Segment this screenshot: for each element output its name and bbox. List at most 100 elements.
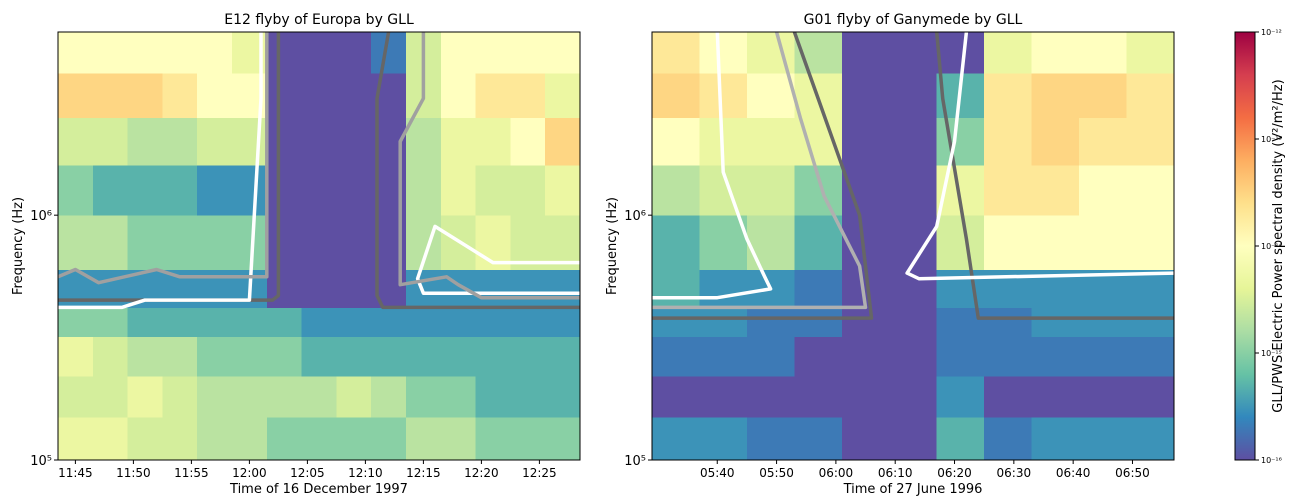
heatmap-cell: [162, 215, 198, 270]
heatmap-cell: [440, 165, 477, 216]
heatmap-cell: [266, 73, 303, 119]
heatmap-cell: [301, 73, 337, 119]
heatmap-cell: [746, 336, 795, 377]
heatmap-cell: [699, 269, 748, 308]
heatmap-cell: [475, 307, 511, 337]
x-tick-label: 06:40: [1056, 466, 1091, 480]
plot-area: [652, 32, 1174, 460]
heatmap-cell: [1079, 73, 1128, 119]
heatmap-cell: [266, 269, 303, 308]
heatmap-cell: [92, 32, 129, 74]
contour-line: [652, 32, 773, 300]
heatmap-cell: [699, 215, 748, 270]
heatmap-cell: [652, 269, 700, 308]
heatmap-cell: [92, 215, 129, 270]
heatmap-cell: [699, 416, 748, 460]
heatmap-cell: [889, 376, 938, 418]
heatmap-cell: [1126, 215, 1174, 270]
heatmap-cell: [545, 269, 580, 308]
heatmap-cell: [1031, 416, 1080, 460]
heatmap-cell: [510, 165, 546, 216]
heatmap-cell: [510, 117, 546, 166]
heatmap-cell: [127, 73, 163, 119]
heatmap-cell: [336, 73, 372, 119]
heatmap-cell: [336, 336, 372, 377]
colorbar: [1234, 31, 1256, 461]
heatmap-cell: [301, 269, 337, 308]
heatmap-cell: [746, 73, 795, 119]
heatmap-cell: [1126, 307, 1174, 337]
heatmap-cell: [197, 307, 233, 337]
heatmap-cell: [1126, 336, 1174, 377]
heatmap-cell: [301, 376, 337, 418]
heatmap-cell: [301, 215, 337, 270]
x-tick-label: 12:25: [522, 466, 557, 480]
heatmap-cell: [545, 376, 580, 418]
heatmap-cell: [266, 376, 303, 418]
heatmap-cell: [197, 336, 233, 377]
heatmap-cell: [1079, 32, 1128, 74]
heatmap-cell: [841, 73, 890, 119]
heatmap-cell: [266, 32, 303, 74]
heatmap-cell: [545, 165, 580, 216]
heatmap-cell: [1126, 32, 1174, 74]
heatmap-cell: [58, 73, 94, 119]
heatmap-cell: [92, 165, 129, 216]
y-tick-label: 10⁶: [30, 209, 52, 224]
heatmap-cell: [266, 215, 303, 270]
x-tick-label: 06:10: [878, 466, 913, 480]
contour-line: [58, 32, 263, 310]
heatmap-cell: [127, 307, 163, 337]
heatmap-cell: [301, 307, 337, 337]
heatmap-cell: [699, 32, 748, 74]
heatmap-cell: [162, 73, 198, 119]
x-axis-label: Time of 27 June 1996: [843, 482, 983, 497]
heatmap-cell: [841, 336, 890, 377]
heatmap-cell: [127, 117, 163, 166]
heatmap-cell: [232, 215, 268, 270]
heatmap-cell: [510, 269, 546, 308]
heatmap-cell: [889, 117, 938, 166]
heatmap-cell: [266, 165, 303, 216]
heatmap-cell: [162, 117, 198, 166]
heatmap-cell: [1126, 416, 1174, 460]
heatmap-cell: [58, 307, 94, 337]
heatmap-cell: [652, 376, 700, 418]
heatmap-cell: [301, 165, 337, 216]
x-axis-label: Time of 16 December 1997: [229, 482, 408, 497]
contour-line: [398, 32, 580, 300]
axes-frame: [651, 31, 1175, 461]
heatmap-cell: [127, 165, 163, 216]
heatmap-cell: [371, 307, 407, 337]
heatmap-cell: [440, 376, 477, 418]
heatmap-cell: [1031, 336, 1080, 377]
heatmap-cell: [440, 307, 477, 337]
heatmap-cell: [936, 32, 985, 74]
x-tick-label: 05:40: [700, 466, 735, 480]
heatmap-cell: [1079, 117, 1128, 166]
heatmap-cell: [371, 376, 407, 418]
heatmap-cell: [699, 336, 748, 377]
heatmap-cell: [699, 376, 748, 418]
heatmap-cell: [984, 165, 1033, 216]
heatmap-cell: [58, 416, 94, 460]
heatmap-cell: [510, 307, 546, 337]
heatmap-cell: [92, 73, 129, 119]
x-tick-label: 12:20: [464, 466, 499, 480]
heatmap-cell: [936, 336, 985, 377]
heatmap-cell: [1079, 215, 1128, 270]
heatmap-cell: [1031, 307, 1080, 337]
heatmap-cell: [510, 73, 546, 119]
heatmap-cell: [266, 416, 303, 460]
heatmap-cell: [58, 117, 94, 166]
heatmap-cell: [984, 215, 1033, 270]
heatmap-cell: [889, 73, 938, 119]
heatmap-cell: [475, 73, 511, 119]
colorbar-tick-label: 10⁻¹⁵: [1261, 349, 1282, 358]
heatmap-cell: [1126, 165, 1174, 216]
heatmap-cell: [936, 117, 985, 166]
x-tick-label: 12:05: [290, 466, 325, 480]
heatmap-cell: [699, 73, 748, 119]
chart-title: G01 flyby of Ganymede by GLL: [804, 12, 1023, 28]
contour-line: [58, 32, 269, 285]
